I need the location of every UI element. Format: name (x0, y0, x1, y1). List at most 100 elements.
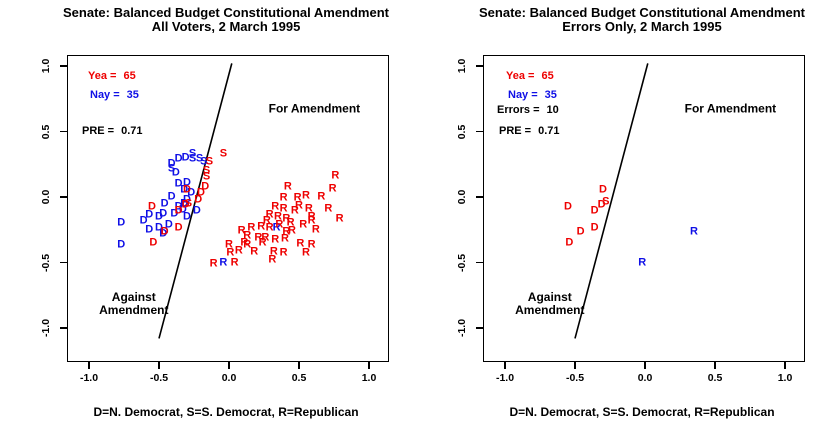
x-axis-tick (228, 361, 230, 369)
data-point-R-nay: R (272, 221, 281, 234)
data-point-D-nay: D (181, 151, 190, 164)
cutting-line (158, 63, 233, 339)
data-point-D-nay: D (180, 197, 189, 210)
x-axis-tick (368, 361, 370, 369)
data-point-R-yea: R (279, 202, 288, 215)
y-axis-tick-label: -1.0 (456, 318, 468, 338)
title-line1: Senate: Balanced Budget Constitutional A… (479, 5, 805, 20)
data-point-R-yea: R (271, 233, 280, 246)
y-axis-tick-label: -0.5 (456, 253, 468, 272)
x-axis-tick (88, 361, 90, 369)
data-point-R-yea: R (275, 218, 284, 230)
data-point-S-yea: S (202, 164, 211, 177)
data-point-D-nay: D (167, 157, 176, 170)
chart-title-right: Senate: Balanced Budget Constitutional A… (442, 6, 832, 34)
x-axis-tick-label: -1.0 (79, 372, 99, 384)
y-axis-tick-label: 0.5 (40, 124, 52, 139)
data-point-R-yea: R (288, 224, 296, 237)
data-point-D-nay: D (155, 210, 163, 223)
data-point-D-yea: D (181, 198, 190, 211)
y-axis-tick-label: 1.0 (40, 58, 52, 74)
data-point-D-nay: D (178, 203, 187, 216)
data-point-R-yea: R (317, 190, 326, 203)
data-point-D-nay: D (174, 200, 183, 213)
data-point-R-yea: R (230, 256, 239, 268)
x-axis-tick (158, 361, 160, 369)
data-point-R-yea: R (302, 246, 310, 259)
nay-count-right: Nay = 35 (508, 89, 557, 101)
title-line1: Senate: Balanced Budget Constitutional A… (63, 5, 389, 20)
pre-label: PRE = (499, 125, 532, 137)
data-point-R-yea: R (331, 169, 340, 182)
data-point-R-yea: R (237, 224, 246, 237)
data-point-R-yea: R (279, 246, 288, 259)
data-point-D-yea: D (590, 221, 599, 234)
x-axis-tick-label: -0.5 (149, 372, 169, 384)
data-point-R-nay: R (690, 225, 698, 238)
data-point-R-yea: R (299, 218, 308, 230)
x-axis-tick-label: 1.0 (777, 372, 793, 384)
x-axis-tick-label: 0.0 (637, 372, 653, 384)
data-point-D-yea: D (564, 200, 572, 213)
y-axis-tick (475, 196, 483, 198)
data-point-S-nay: S (195, 152, 204, 165)
data-point-R-yea: R (265, 221, 274, 234)
data-point-R-yea: R (250, 245, 259, 258)
yea-count-left: Yea = 65 (88, 70, 136, 82)
data-point-D-yea: D (197, 186, 205, 199)
data-point-D-nay: D (183, 193, 191, 206)
data-point-R-yea: R (258, 236, 267, 249)
y-axis-tick-label: 0.0 (40, 189, 52, 205)
data-point-S-nay: S (188, 152, 197, 165)
yea-value: 65 (123, 70, 136, 82)
data-point-D-yea: D (174, 221, 183, 234)
pre-value: 0.71 (538, 125, 560, 137)
errors-stat-right: Errors = 10 (497, 104, 559, 116)
region-label: Against Amendment (99, 290, 169, 318)
region-label: For Amendment (684, 101, 777, 116)
y-axis-tick-label: 0.0 (456, 189, 468, 205)
data-point-D-nay: D (170, 207, 179, 220)
data-point-R-yea: R (271, 200, 280, 213)
data-point-R-yea: R (240, 236, 249, 249)
data-point-S-nay: S (200, 155, 208, 168)
x-axis-tick-label: 0.5 (291, 372, 307, 384)
data-point-D-yea: D (194, 193, 203, 206)
yea-value: 65 (541, 70, 554, 82)
data-point-R-yea: R (304, 202, 313, 215)
x-axis-tick (504, 361, 506, 369)
data-point-R-yea: R (226, 246, 235, 259)
data-point-D-yea: D (590, 204, 599, 217)
errors-label: Errors = (497, 104, 540, 116)
data-point-S-nay: S (167, 162, 176, 175)
all-voters-panel: Senate: Balanced Budget Constitutional A… (40, 6, 389, 419)
data-point-R-yea: R (274, 210, 282, 223)
data-point-R-yea: R (209, 257, 218, 270)
data-point-S-yea: S (184, 197, 193, 210)
data-point-D-yea: D (148, 200, 156, 213)
x-axis-tick (574, 361, 576, 369)
y-axis-tick (59, 196, 67, 198)
data-point-R-yea: R (282, 212, 291, 225)
y-axis-tick (475, 327, 483, 329)
data-point-D-nay: D (192, 204, 201, 217)
title-line2: Errors Only, 2 March 1995 (562, 19, 722, 34)
nay-label: Nay = (508, 89, 538, 101)
chart-title-left: Senate: Balanced Budget Constitutional A… (26, 6, 426, 34)
x-axis-tick (784, 361, 786, 369)
data-point-D-nay: D (159, 227, 168, 240)
pre-stat-right: PRE = 0.71 (499, 125, 560, 137)
data-point-R-yea: R (335, 212, 344, 225)
data-point-D-yea: D (599, 183, 607, 196)
data-point-D-yea: D (597, 198, 606, 211)
x-axis-tick-label: -1.0 (495, 372, 515, 384)
data-point-D-yea: D (149, 236, 158, 249)
y-axis-tick (59, 261, 67, 264)
data-point-S-yea: S (219, 147, 228, 160)
data-point-R-yea: R (307, 210, 316, 223)
y-axis-tick (59, 65, 67, 67)
data-point-R-yea: R (243, 238, 252, 251)
yea-label: Yea = (88, 70, 117, 82)
data-point-D-nay: D (145, 208, 154, 221)
y-axis-tick (475, 65, 483, 67)
